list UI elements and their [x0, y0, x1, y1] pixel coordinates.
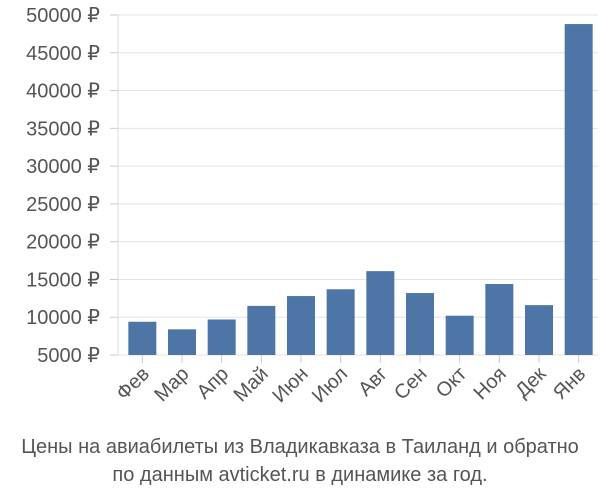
- y-tick-label: 45000 ₽: [26, 43, 100, 65]
- x-tick-label: Май: [230, 363, 273, 406]
- bar-11: [525, 305, 553, 355]
- x-tick-label: Фев: [112, 363, 154, 405]
- bar-3: [207, 319, 236, 355]
- y-tick-label: 15000 ₽: [26, 269, 100, 291]
- y-tick-label: 40000 ₽: [26, 81, 100, 103]
- bar-4: [247, 305, 276, 355]
- x-tick-label: Янв: [549, 363, 590, 404]
- bar-8: [406, 293, 434, 355]
- y-tick-label: 20000 ₽: [26, 232, 100, 254]
- bar-12: [564, 24, 593, 356]
- bar-9: [445, 315, 474, 355]
- bar-10: [485, 283, 514, 355]
- bar-1: [128, 321, 157, 355]
- bar-chart: 5000 ₽ 10000 ₽ 15000 ₽ 20000 ₽ 25000 ₽ 30000 …: [26, 5, 598, 407]
- x-tick-label: Авг: [354, 363, 392, 401]
- y-tick-label: 35000 ₽: [26, 118, 100, 140]
- y-tick-label: 25000 ₽: [26, 194, 100, 216]
- x-tick-label: Дек: [511, 363, 550, 402]
- y-axis: 5000 ₽ 10000 ₽ 15000 ₽ 20000 ₽ 25000 ₽ 30000 …: [26, 5, 100, 367]
- x-tick-label: Апр: [193, 363, 234, 404]
- y-tick-label: 50000 ₽: [26, 5, 100, 27]
- bars: [128, 24, 593, 356]
- bar-2: [168, 329, 196, 355]
- x-tick-label: Окт: [432, 363, 471, 402]
- x-tick-label: Ноя: [470, 363, 511, 404]
- chart-caption-line2: по данным avticket.ru в динамике за год.: [112, 464, 488, 486]
- chart-caption-line1: Цены на авиабилеты из Владикавказа в Таи…: [21, 436, 579, 458]
- y-tick-label: 30000 ₽: [26, 156, 100, 178]
- x-tick-label: Мар: [150, 363, 193, 406]
- bar-6: [326, 289, 355, 355]
- y-tick-label: 5000 ₽: [37, 345, 100, 367]
- x-tick-label: Июл: [308, 363, 352, 407]
- gridlines: [110, 14, 598, 356]
- bar-7: [366, 271, 395, 355]
- x-tick-label: Сен: [390, 363, 431, 404]
- x-tick-label: Июн: [268, 363, 312, 407]
- bar-5: [287, 296, 315, 355]
- y-tick-label: 10000 ₽: [26, 307, 100, 329]
